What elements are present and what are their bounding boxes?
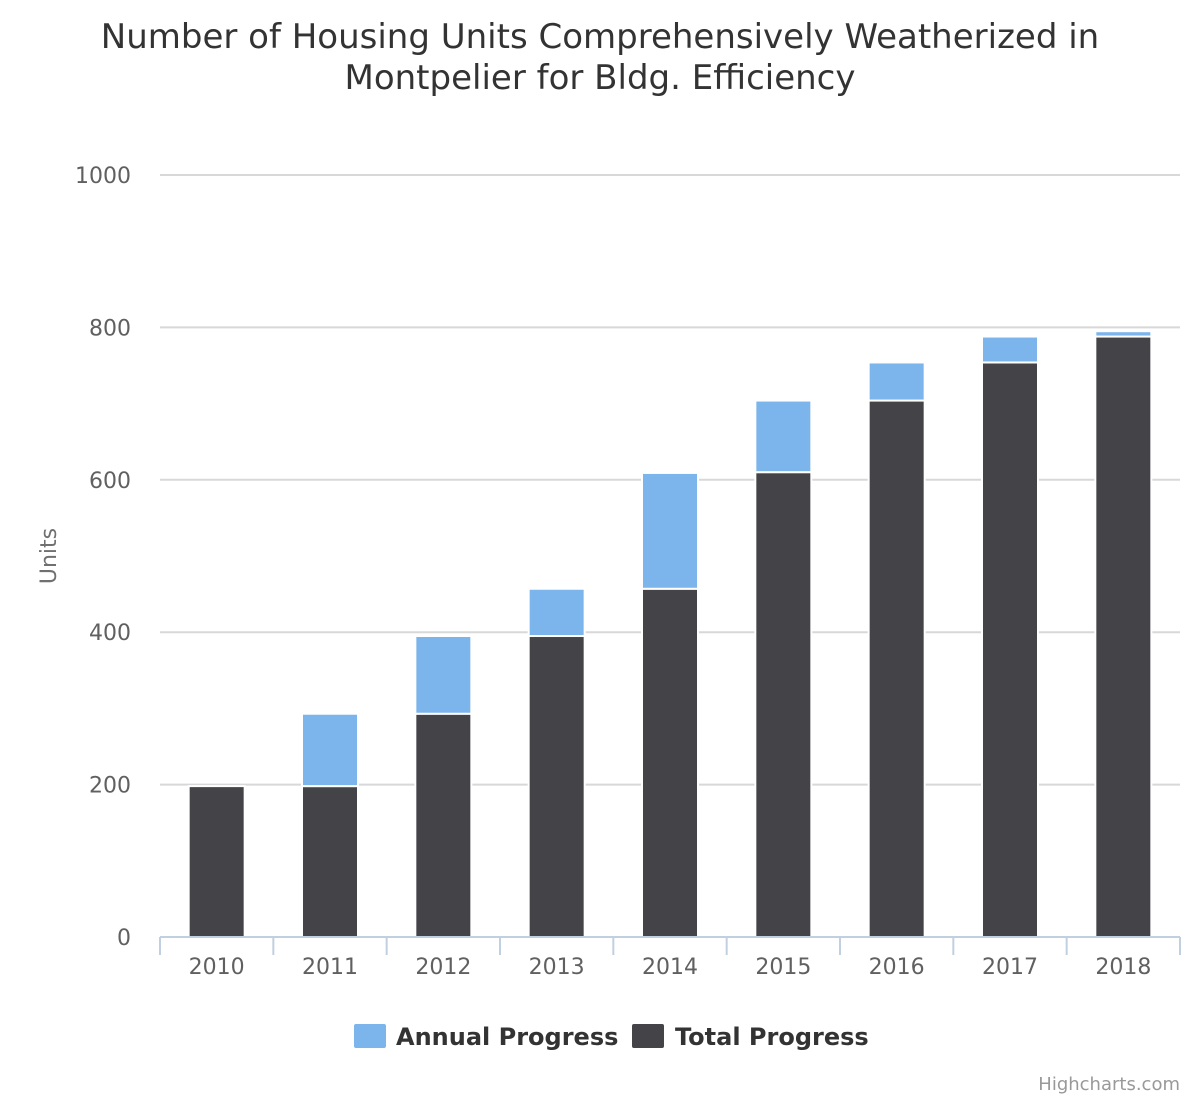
x-axis-ticks: 2010 2011 2012 2013 2014 2015 2016 2017 2018 <box>159 937 1181 980</box>
legend: Annual Progress Total Progress <box>354 1023 869 1051</box>
legend-label-total-progress: Total Progress <box>675 1023 869 1051</box>
bar-annual-progress-2013[interactable] <box>527 587 586 638</box>
bar-total-progress-2015[interactable] <box>754 471 813 938</box>
bar-total-progress-2013[interactable] <box>527 635 586 938</box>
bar-annual-progress-2015[interactable] <box>754 399 813 474</box>
legend-swatch-annual-progress <box>354 1024 386 1048</box>
bar-annual-progress-2012[interactable] <box>414 635 473 715</box>
x-tick-label-2014: 2014 <box>642 955 698 980</box>
legend-label-annual-progress: Annual Progress <box>396 1023 618 1051</box>
y-tick-label-0: 0 <box>117 926 131 951</box>
bar-annual-progress-2014[interactable] <box>641 471 699 590</box>
y-tick-label-1000: 1000 <box>75 164 131 189</box>
x-tick-label-2016: 2016 <box>869 955 925 980</box>
x-tick-label-2013: 2013 <box>529 955 585 980</box>
legend-item-annual-progress[interactable]: Annual Progress <box>354 1023 618 1051</box>
x-tick-label-2012: 2012 <box>415 955 471 980</box>
chart-title-line-2: Montpelier for Bldg. Efficiency <box>345 58 856 98</box>
bar-total-progress-2017[interactable] <box>981 361 1039 938</box>
chart-title-line-1: Number of Housing Units Comprehensively … <box>101 17 1099 57</box>
x-tick-label-2017: 2017 <box>982 955 1038 980</box>
x-tick-label-2015: 2015 <box>755 955 811 980</box>
highcharts-credits[interactable]: Highcharts.com <box>1038 1074 1180 1095</box>
bar-annual-progress-2011[interactable] <box>301 712 359 788</box>
y-tick-label-800: 800 <box>89 316 131 341</box>
y-axis-ticks: 0 200 400 600 800 1000 <box>75 164 131 951</box>
bar-total-progress-2014[interactable] <box>641 587 699 938</box>
bar-total-progress-2018[interactable] <box>1094 335 1153 938</box>
legend-swatch-total-progress <box>632 1024 664 1048</box>
bar-annual-progress-2016[interactable] <box>867 361 926 402</box>
y-tick-label-200: 200 <box>89 774 131 799</box>
bar-total-progress-2011[interactable] <box>301 785 359 939</box>
bar-total-progress-2010[interactable] <box>187 785 246 939</box>
y-tick-label-600: 600 <box>89 469 131 494</box>
bar-annual-progress-2017[interactable] <box>981 335 1039 364</box>
x-tick-label-2010: 2010 <box>189 955 245 980</box>
bars <box>187 330 1153 939</box>
bar-total-progress-2016[interactable] <box>867 399 926 938</box>
x-tick-label-2018: 2018 <box>1095 955 1151 980</box>
y-tick-label-400: 400 <box>89 621 131 646</box>
x-tick-label-2011: 2011 <box>302 955 358 980</box>
y-axis-title: Units <box>37 528 62 584</box>
bar-total-progress-2012[interactable] <box>414 712 473 939</box>
bar-annual-progress-2018[interactable] <box>1094 330 1153 338</box>
legend-item-total-progress[interactable]: Total Progress <box>632 1023 869 1051</box>
